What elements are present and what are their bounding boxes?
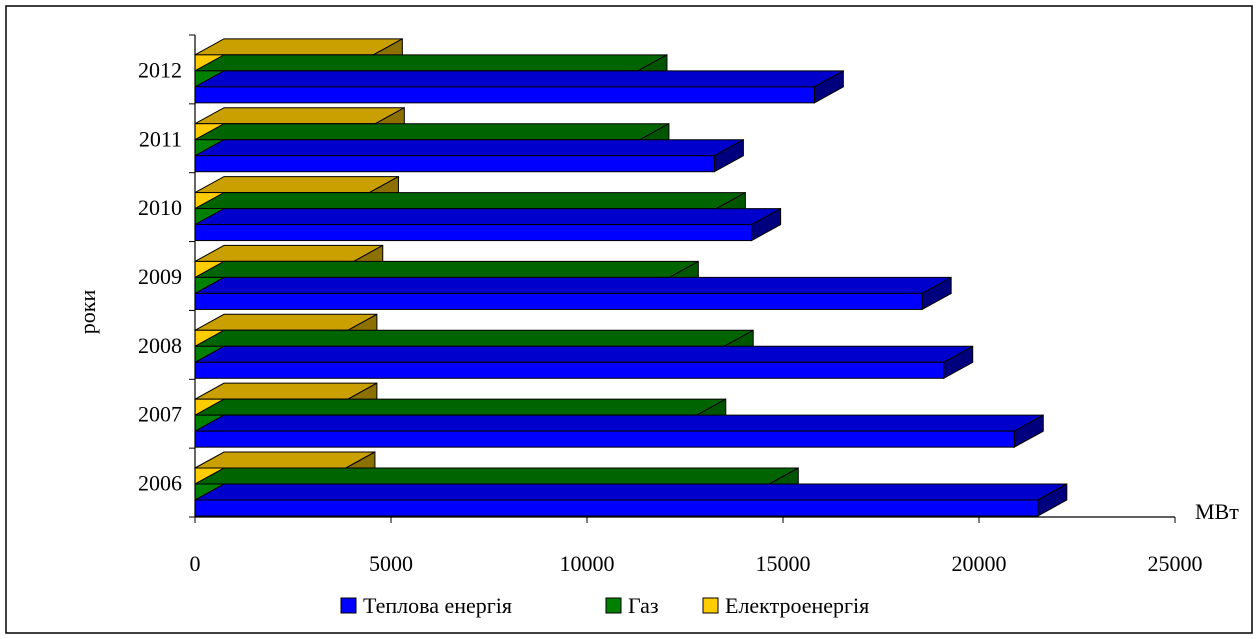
bar-2007-s1-top <box>194 398 727 416</box>
bar-2008-s0 <box>194 345 974 380</box>
x-axis-unit: МВт <box>1195 499 1239 524</box>
y-axis-title: роки <box>75 290 100 335</box>
bar-2009-s0 <box>194 276 952 311</box>
bar-2006-s1-top <box>194 467 799 485</box>
legend-label: Теплова енергія <box>363 593 512 618</box>
legend-swatch <box>340 597 357 614</box>
axes-layer <box>194 35 1175 518</box>
bar-2006-s0-front <box>194 499 1039 517</box>
bar-2008-s0-front <box>194 361 945 379</box>
bar-2012-s0 <box>194 70 844 104</box>
bar-2012-s0-front <box>194 86 815 104</box>
y-tick-label: 2011 <box>139 126 182 151</box>
bar-2010-s0 <box>194 207 782 242</box>
bar-2010-s0-top <box>194 208 781 226</box>
bar-2011-s2-top <box>194 107 405 125</box>
bar-2010-s2-top <box>194 176 399 194</box>
bar-2011-s0 <box>194 138 744 173</box>
legend-label: Електроенергія <box>725 593 869 618</box>
bar-2011-s0-top <box>194 139 744 157</box>
y-tick-label: 2008 <box>138 333 182 358</box>
x-tick-label: 5000 <box>369 551 413 576</box>
bar-2007-s0-top <box>194 414 1044 432</box>
bar-2006-s2-top <box>194 451 376 469</box>
legend-label: Газ <box>628 593 659 618</box>
legend-swatch <box>605 597 622 614</box>
bar-2009-s1-top <box>194 260 699 278</box>
bar-2008-s2-top <box>194 313 378 331</box>
y-tick-label: 2006 <box>138 471 182 496</box>
bar-2009-s0-front <box>194 292 923 310</box>
bar-2010-s1-top <box>194 192 746 210</box>
legend-swatch <box>702 597 719 614</box>
x-tick-label: 20000 <box>952 551 1007 576</box>
legend: Теплова енергія Газ Електроенергія <box>340 593 869 618</box>
x-tick-label: 15000 <box>756 551 811 576</box>
y-ticks: 2006 2007 2008 2009 2010 2011 2012 <box>138 34 195 518</box>
bar-2006-s0 <box>194 483 1068 517</box>
bar-2011-s0-front <box>194 155 715 173</box>
x-ticks: 0 5000 10000 15000 20000 25000 <box>190 517 1203 576</box>
bar-2012-s0-top <box>194 70 844 88</box>
bar-2009-s2-top <box>194 244 384 262</box>
x-tick-label: 0 <box>190 551 201 576</box>
y-tick-label: 2009 <box>138 264 182 289</box>
bar-2007-s0-front <box>194 430 1015 448</box>
y-tick-label: 2007 <box>138 402 182 427</box>
bar-2006-s0-top <box>194 483 1068 501</box>
y-tick-label: 2010 <box>138 195 182 220</box>
bar-2011-s1-top <box>194 123 670 141</box>
bar-2012-s1-top <box>194 54 668 72</box>
bar-2008-s1-top <box>194 329 754 347</box>
bar-2007-s0 <box>194 414 1044 448</box>
bar-2010-s0-front <box>194 224 753 242</box>
bar-2008-s0-top <box>194 345 973 363</box>
bar-2007-s2-top <box>194 382 378 400</box>
bars-layer <box>194 38 1068 517</box>
x-tick-label: 25000 <box>1148 551 1203 576</box>
x-tick-label: 10000 <box>560 551 615 576</box>
bar-2012-s2-top <box>194 38 403 56</box>
y-tick-label: 2012 <box>138 57 182 82</box>
bar-2009-s0-top <box>194 276 952 294</box>
